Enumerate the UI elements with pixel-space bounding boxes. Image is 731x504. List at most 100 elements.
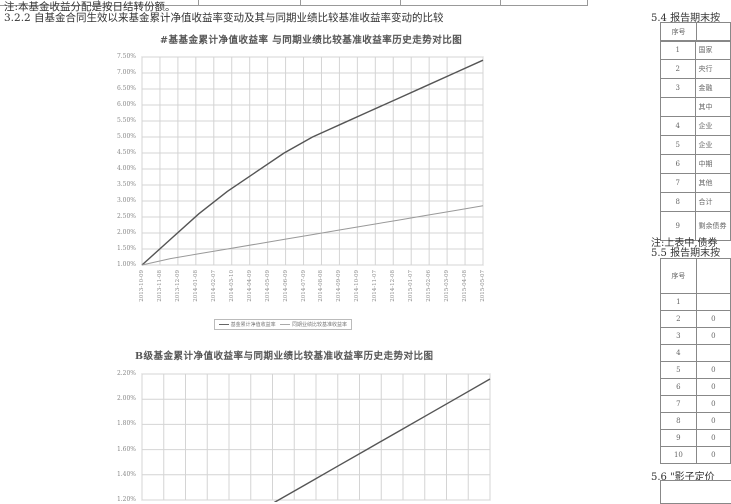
table-note: 注:上表中,债券 <box>651 238 718 249</box>
row-name: 企业 <box>694 116 731 136</box>
row-name: 其中 <box>694 97 731 117</box>
x-tick-label: 2013-11-08 <box>156 270 163 302</box>
row-value: 0 <box>695 395 731 413</box>
x-tick-label: 2014-08-08 <box>318 270 325 302</box>
x-tick-label: 2014-03-10 <box>228 270 235 302</box>
x-tick-label: 2014-12-08 <box>390 270 397 302</box>
chart1-x-axis: 2013-10-09 2013-11-08 2013-12-09 2014-01-08… <box>139 270 486 316</box>
table-row: 1 国家 <box>660 40 731 60</box>
chart1-y-axis: 7.50% 7.00% 6.50% 6.00% 5.50% 5.00% 4.50% 4.00%… <box>112 53 138 268</box>
table-row: 6 中期 <box>660 154 731 174</box>
x-tick-label: 2014-10-09 <box>354 270 361 302</box>
table-row: 1 <box>660 293 731 311</box>
table-row: 9 剩余债券 <box>660 211 731 241</box>
chart1-title: #基基金累计净值收益率 与同期业绩比较基准收益率历史走势对比图 <box>160 35 463 46</box>
row-seq: 4 <box>660 116 696 136</box>
series-line-1 <box>273 378 491 502</box>
row-seq: 5 <box>660 361 697 379</box>
x-tick-label: 2015-04-08 <box>462 270 469 302</box>
table-row: 序号 <box>660 258 731 294</box>
row-name: 国家 <box>694 40 731 60</box>
chart2-plot <box>141 373 491 502</box>
y-tick-label: 1.20% <box>116 496 136 503</box>
row-seq: 9 <box>660 211 696 241</box>
table-row: 序号 <box>659 22 731 42</box>
row-seq: 6 <box>660 378 697 396</box>
table-row: 8 合计 <box>660 192 731 212</box>
y-tick-label: 7.50% <box>116 53 136 60</box>
y-tick-label: 5.50% <box>116 117 136 124</box>
row-seq: 2 <box>660 310 697 328</box>
row-name: 其他 <box>694 173 731 193</box>
y-tick-label: 5.00% <box>116 133 136 140</box>
section-5-4-heading: 5.4 报告期末按 <box>651 13 721 24</box>
deviation-table: 序号 1 2 0 3 0 4 5 0 6 0 7 0 8 0 9 0 10 0 <box>660 258 731 464</box>
x-tick-label: 2014-01-08 <box>192 270 199 302</box>
row-value <box>695 344 731 362</box>
x-tick-label: 2013-12-09 <box>174 270 181 302</box>
x-tick-label: 2014-06-09 <box>282 270 289 302</box>
x-tick-label: 2014-04-09 <box>246 270 253 302</box>
row-name: 剩余债券 <box>694 211 731 241</box>
x-tick-label: 2014-07-09 <box>300 270 307 302</box>
table-row: 2 央行 <box>660 59 731 79</box>
row-seq <box>660 97 696 117</box>
table-row: 5 企业 <box>660 135 731 155</box>
y-tick-label: 1.80% <box>116 420 136 428</box>
x-tick-label: 2014-02-07 <box>210 270 217 302</box>
row-seq: 10 <box>660 446 697 464</box>
table-row: 其中 <box>660 97 731 117</box>
table-row: 4 企业 <box>660 116 731 136</box>
section-5-6-heading: 5.6 "影子定价 <box>651 472 715 483</box>
row-seq: 8 <box>660 412 697 430</box>
table-row: 7 其他 <box>660 173 731 193</box>
y-tick-label: 6.50% <box>116 85 136 92</box>
row-value: 0 <box>695 310 731 328</box>
row-seq: 8 <box>660 192 696 212</box>
row-value: 0 <box>695 378 731 396</box>
row-seq: 6 <box>660 154 696 174</box>
table-row: 3 金融 <box>660 78 731 98</box>
section-5-5-heading: 5.5 报告期末按 <box>651 248 721 259</box>
chart1-legend: 基金累计净值收益率 同期业绩比较基准收益率 <box>214 319 352 330</box>
chart2-title: B级基金累计净值收益率与同期业绩比较基准收益率历史走势对比图 <box>135 351 434 362</box>
chart1-plot <box>141 56 484 266</box>
top-table-edge <box>0 0 588 6</box>
row-value: 0 <box>695 361 731 379</box>
table-row: 10 0 <box>660 446 731 464</box>
row-name: 合计 <box>694 192 731 212</box>
y-tick-label: 2.20% <box>116 370 136 377</box>
shadow-pricing-box <box>660 480 731 504</box>
chart2-y-axis: 2.20% 2.00% 1.80% 1.60% 1.40% 1.20% <box>112 370 138 503</box>
series-line-1 <box>141 59 484 266</box>
col-header-seq: 序号 <box>660 258 697 294</box>
x-tick-label: 2015-03-09 <box>444 270 451 302</box>
y-tick-label: 1.40% <box>116 470 136 478</box>
plot-border <box>141 56 484 266</box>
y-tick-label: 4.50% <box>116 149 136 156</box>
row-name: 央行 <box>694 59 731 79</box>
y-tick-label: 3.50% <box>116 181 136 188</box>
x-tick-label: 2015-01-07 <box>408 270 415 302</box>
legend-item-benchmark: 同期业绩比较基准收益率 <box>291 322 347 328</box>
x-tick-label: 2013-10-09 <box>139 270 145 302</box>
row-name: 企业 <box>694 135 731 155</box>
y-tick-label: 3.00% <box>116 197 136 204</box>
y-tick-label: 1.50% <box>116 245 136 252</box>
x-tick-label: 2014-09-09 <box>336 270 343 302</box>
y-tick-label: 6.00% <box>116 101 136 108</box>
row-value: 0 <box>695 446 731 464</box>
row-value: 0 <box>695 412 731 430</box>
section-heading: 3.2.2 自基金合同生效以来基金累计净值收益率变动及其与同期业绩比较基准收益率… <box>4 12 444 24</box>
row-value <box>695 293 731 311</box>
distribution-note: 注:本基金收益分配是按日结转份额。 <box>4 1 176 13</box>
table-row: 4 <box>660 344 731 362</box>
y-tick-label: 7.00% <box>116 69 136 76</box>
row-seq: 5 <box>660 135 696 155</box>
series-line-2 <box>141 205 484 266</box>
